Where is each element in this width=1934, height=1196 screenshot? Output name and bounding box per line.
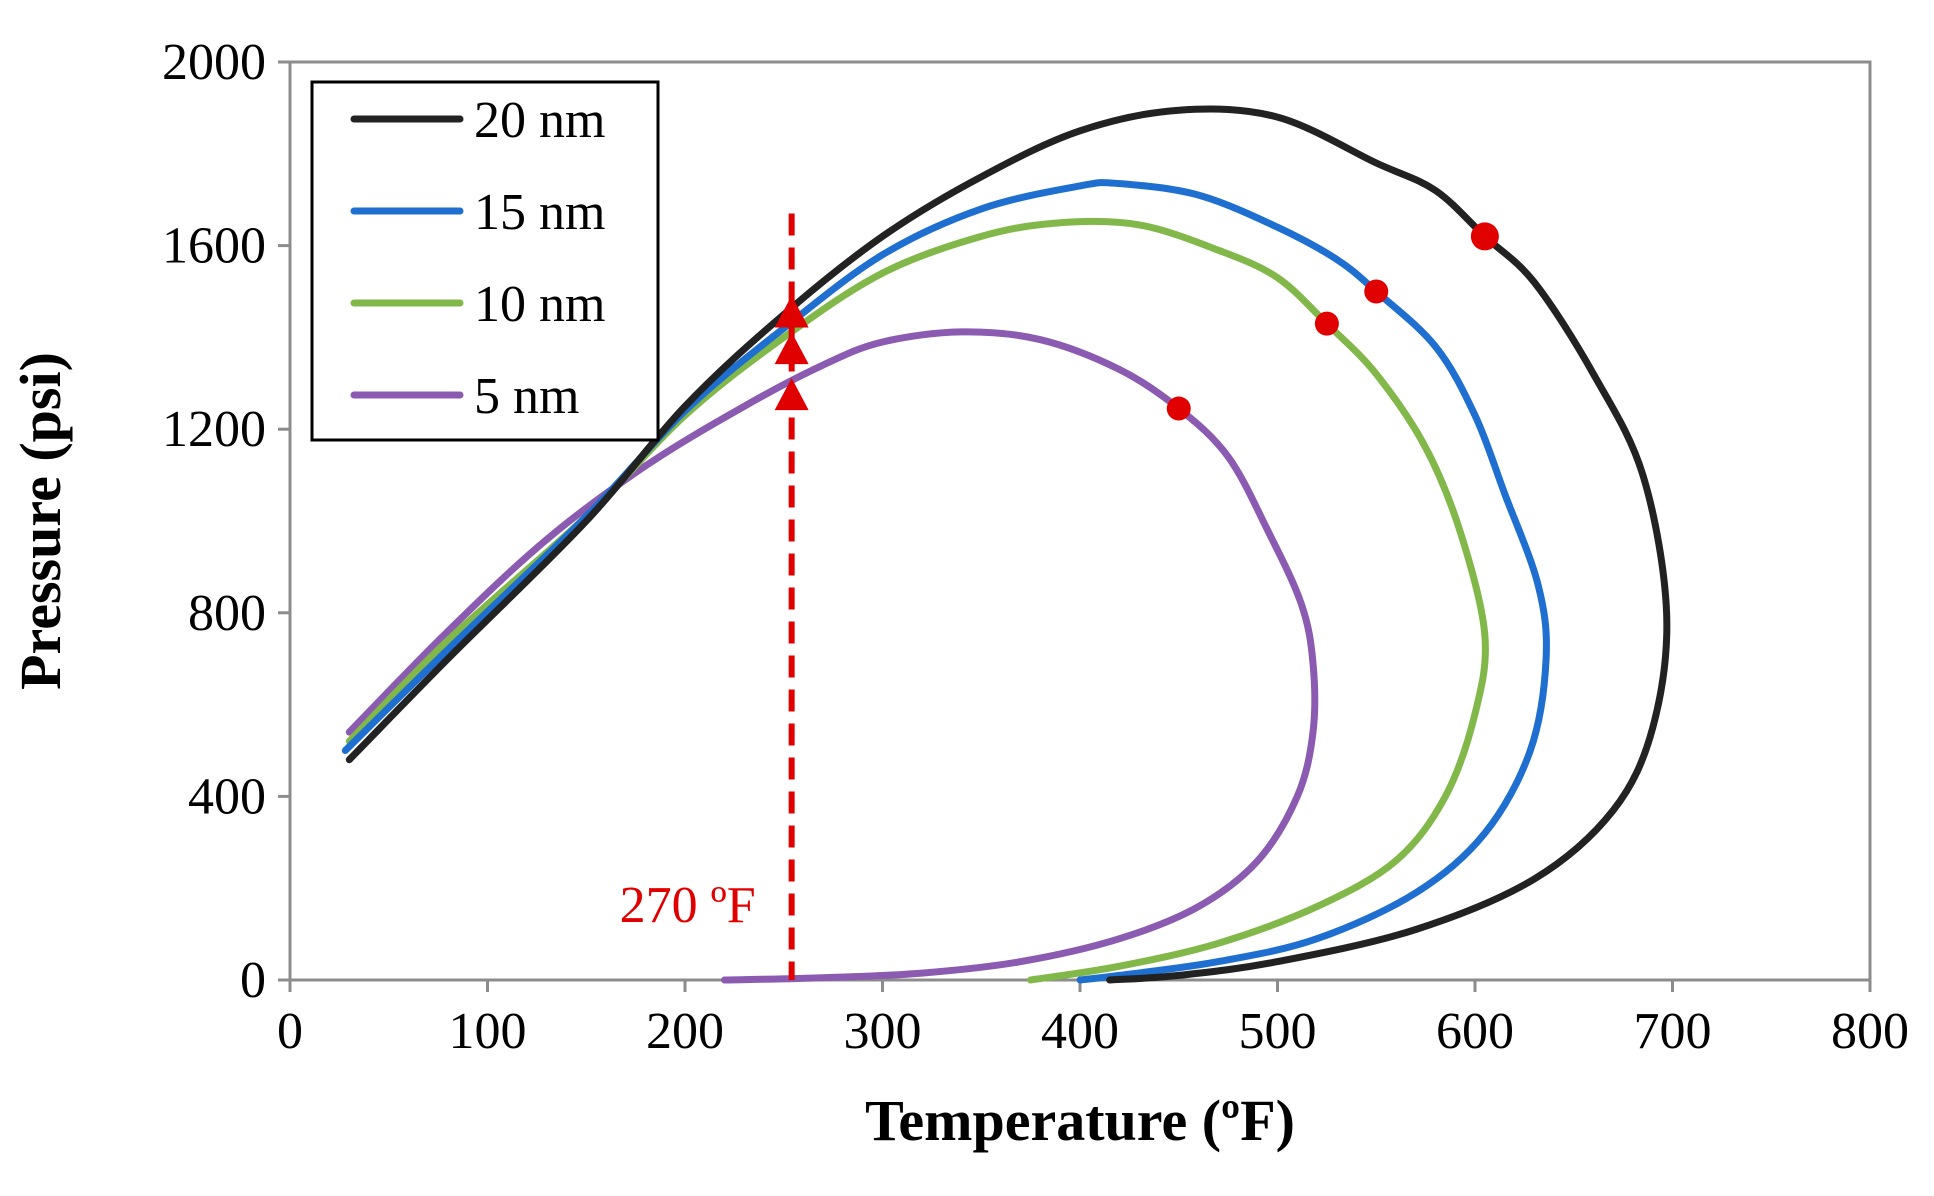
legend-label-20-nm: 20 nm bbox=[474, 92, 605, 149]
x-tick-label: 0 bbox=[277, 1003, 303, 1060]
reference-layer bbox=[774, 213, 809, 980]
reference-line-label: 270 ºF bbox=[620, 877, 756, 934]
legend-label-10-nm: 10 nm bbox=[474, 276, 605, 333]
legend: 20 nm 15 nm 10 nm 5 nm bbox=[310, 80, 660, 442]
critical-point-5-nm bbox=[1166, 396, 1191, 421]
critical-point-10-nm bbox=[1314, 311, 1339, 336]
critical-point-20-nm bbox=[1470, 222, 1499, 251]
y-tick-label: 400 bbox=[188, 768, 266, 825]
triangle-marker bbox=[774, 332, 809, 365]
legend-label-5-nm: 5 nm bbox=[474, 368, 579, 425]
series-line-15-nm bbox=[341, 179, 1550, 984]
triangle-marker bbox=[774, 378, 809, 411]
triangle-marker bbox=[774, 295, 809, 328]
y-tick-label: 1200 bbox=[162, 401, 266, 458]
legend-box bbox=[310, 80, 660, 442]
y-tick-label: 0 bbox=[240, 952, 266, 1009]
legend-label-15-nm: 15 nm bbox=[474, 184, 605, 241]
x-tick-label: 400 bbox=[1041, 1003, 1119, 1060]
x-tick-label: 800 bbox=[1831, 1003, 1909, 1060]
y-tick-label: 2000 bbox=[162, 34, 266, 91]
series-line-5-nm bbox=[345, 328, 1319, 984]
x-tick-label: 300 bbox=[844, 1003, 922, 1060]
x-tick-label: 500 bbox=[1239, 1003, 1317, 1060]
y-axis: 0 400 800 1200 1600 2000 bbox=[162, 34, 290, 1009]
critical-point-15-nm bbox=[1364, 279, 1389, 304]
x-tick-label: 700 bbox=[1634, 1003, 1712, 1060]
x-axis-title: Temperature (ºF) bbox=[865, 1088, 1295, 1153]
series-line-20-nm bbox=[345, 105, 1671, 984]
x-tick-label: 600 bbox=[1436, 1003, 1514, 1060]
y-axis-title: Pressure (psi) bbox=[8, 352, 73, 690]
series-layer bbox=[341, 105, 1671, 984]
x-tick-label: 200 bbox=[646, 1003, 724, 1060]
y-tick-label: 800 bbox=[188, 585, 266, 642]
x-axis: 0 100 200 300 400 500 600 700 800 bbox=[277, 980, 1909, 1060]
y-tick-label: 1600 bbox=[162, 218, 266, 275]
series-line-10-nm bbox=[345, 217, 1489, 984]
x-tick-label: 100 bbox=[449, 1003, 527, 1060]
